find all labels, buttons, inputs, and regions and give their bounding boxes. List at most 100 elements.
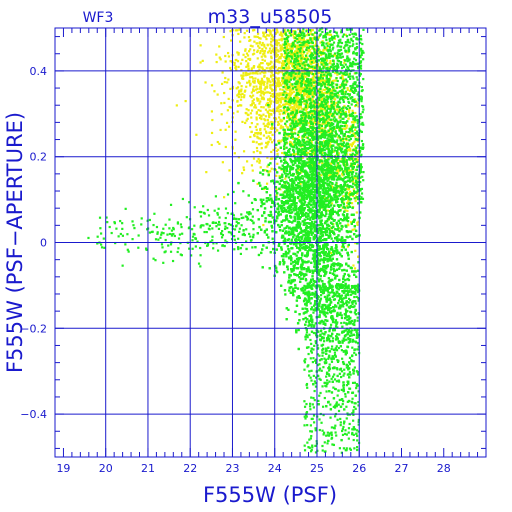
data-point (261, 50, 264, 53)
data-point (216, 93, 219, 96)
data-point (337, 168, 340, 171)
data-point (304, 42, 307, 46)
data-point (271, 121, 274, 124)
data-point (267, 98, 270, 101)
data-point (280, 34, 283, 37)
data-point (281, 139, 284, 142)
data-point (259, 51, 262, 55)
data-point (335, 154, 338, 157)
data-point (298, 85, 301, 89)
data-point (308, 86, 311, 89)
data-point (337, 172, 340, 175)
data-point (275, 47, 278, 50)
data-point (224, 54, 227, 58)
data-point (290, 84, 293, 87)
data-point (250, 91, 253, 94)
data-point (236, 110, 239, 113)
data-point (302, 37, 305, 41)
data-point (249, 82, 252, 85)
data-point (352, 121, 355, 124)
data-point (327, 174, 330, 177)
data-point (245, 65, 248, 68)
data-point (333, 105, 336, 108)
data-point (347, 117, 350, 120)
data-point (354, 177, 358, 180)
data-point (301, 156, 305, 159)
data-point (301, 55, 304, 59)
data-point (256, 135, 259, 138)
data-point (277, 66, 281, 70)
data-point (295, 44, 298, 48)
data-point (324, 48, 327, 51)
data-point (331, 88, 334, 91)
data-point (336, 173, 339, 176)
data-point (249, 104, 252, 107)
data-point (348, 108, 351, 112)
data-point (263, 125, 266, 128)
data-point (276, 129, 279, 132)
data-point (224, 76, 227, 80)
data-point (349, 147, 352, 150)
data-point (249, 125, 252, 129)
data-point (274, 146, 277, 149)
data-point (257, 81, 261, 85)
data-point (258, 68, 261, 71)
data-point (294, 117, 298, 120)
data-point (276, 29, 279, 32)
data-point (294, 107, 297, 110)
data-point (348, 169, 351, 172)
data-point (349, 131, 352, 134)
data-point (328, 91, 331, 95)
data-point (311, 93, 314, 96)
data-point (259, 137, 262, 140)
data-point (266, 80, 269, 83)
data-point (260, 83, 263, 86)
data-point (325, 46, 328, 50)
data-point (251, 94, 255, 97)
data-point (248, 39, 251, 42)
data-point (290, 131, 293, 134)
data-point (252, 98, 256, 101)
data-point (272, 36, 275, 39)
data-point (326, 102, 329, 105)
data-point (255, 112, 258, 115)
data-point (246, 113, 250, 116)
data-point (291, 153, 295, 156)
data-point (251, 102, 254, 105)
data-point (274, 127, 277, 130)
data-point (268, 123, 271, 126)
data-point (326, 92, 329, 95)
data-point (218, 45, 221, 48)
data-point (279, 126, 282, 129)
data-point (264, 35, 267, 38)
data-point (298, 124, 301, 127)
data-point (329, 128, 332, 132)
data-point (250, 116, 253, 119)
data-point (299, 38, 302, 41)
data-point (300, 87, 303, 90)
data-point (266, 165, 269, 168)
data-point (333, 53, 336, 57)
data-point (291, 113, 294, 116)
data-point (293, 69, 296, 72)
data-point (237, 156, 240, 159)
data-point (270, 127, 273, 131)
data-point (260, 106, 263, 109)
data-point (262, 35, 265, 38)
data-point (270, 71, 273, 74)
data-point (268, 47, 272, 50)
data-point (271, 45, 274, 48)
data-point (263, 50, 267, 53)
data-point (277, 80, 280, 83)
data-point (258, 90, 261, 94)
data-point (317, 88, 320, 91)
data-point (320, 99, 323, 102)
data-point (310, 42, 313, 45)
data-point (302, 80, 305, 83)
data-point (255, 116, 258, 119)
data-point (283, 153, 286, 156)
data-point (278, 55, 282, 59)
data-point (267, 114, 271, 118)
data-point (320, 53, 323, 57)
data-point (277, 50, 280, 53)
